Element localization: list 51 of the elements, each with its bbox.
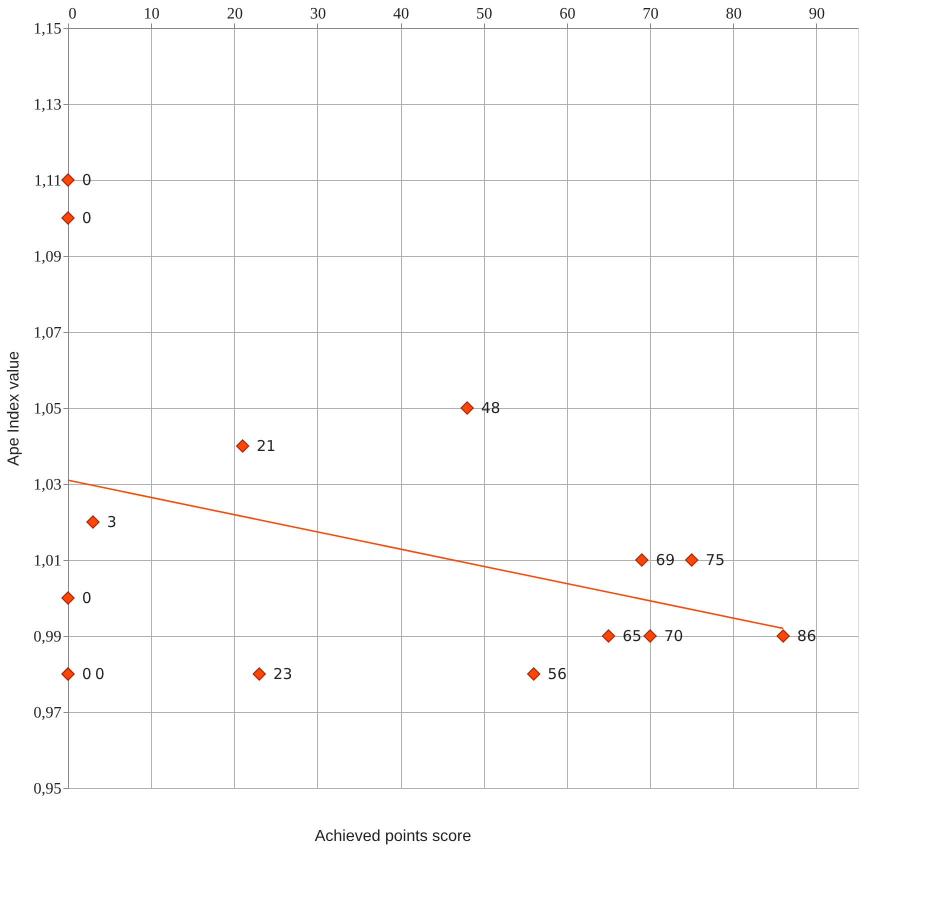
x-tick-label: 30	[310, 6, 326, 22]
point	[635, 553, 648, 567]
y-tick-label: 1,05	[34, 400, 62, 418]
annotation: 23	[273, 665, 292, 683]
y-tick-label: 1,01	[34, 552, 62, 570]
x-tick-label: 70	[642, 6, 659, 22]
annotation: 0	[82, 589, 92, 607]
x-tick-label: 0	[68, 6, 76, 22]
point	[643, 629, 657, 643]
x-tick-label: 50	[476, 6, 492, 22]
x-tick-label: 60	[559, 6, 576, 22]
x-tick-label: 80	[726, 6, 742, 22]
point	[685, 553, 698, 567]
y-tick-label: 1,13	[34, 96, 62, 114]
point	[776, 629, 790, 643]
point	[61, 173, 75, 187]
annotation: 48	[481, 399, 500, 417]
point	[252, 667, 266, 681]
annotation: 3	[106, 513, 116, 531]
x-axis-title: Achieved points score	[314, 828, 472, 845]
point	[602, 629, 616, 643]
annotation: 0	[95, 665, 105, 683]
point	[527, 667, 540, 681]
x-tick-label: 20	[226, 6, 243, 22]
point	[86, 515, 100, 529]
annotation: 65	[622, 627, 642, 645]
annotation: 75	[706, 551, 725, 569]
x-tick-label: 40	[393, 6, 410, 22]
point	[61, 211, 75, 225]
x-tick-label: 90	[808, 6, 825, 22]
y-tick-label: 1,09	[34, 248, 62, 266]
point	[236, 439, 250, 453]
y-tick-label: 1,15	[34, 20, 62, 38]
annotation: 21	[256, 437, 276, 455]
annotation: 56	[548, 665, 567, 683]
y-tick-label: 0,95	[34, 780, 62, 798]
y-tick-label: 0,99	[34, 628, 62, 646]
y-tick-label: 1,03	[34, 476, 62, 494]
annotation: 0	[82, 209, 92, 227]
y-tick-label: 1,11	[34, 172, 62, 190]
annotation: 86	[797, 627, 816, 645]
annotation: 69	[656, 551, 675, 569]
annotation: 70	[664, 627, 684, 645]
annotation: 0	[82, 665, 92, 683]
x-tick-label: 10	[144, 6, 160, 22]
y-axis-title: Ape Index value	[6, 351, 22, 466]
y-tick-label: 0,97	[34, 704, 62, 722]
annotation: 0	[82, 171, 92, 189]
point	[61, 591, 75, 605]
point	[460, 401, 474, 415]
y-tick-label: 1,07	[34, 324, 62, 342]
